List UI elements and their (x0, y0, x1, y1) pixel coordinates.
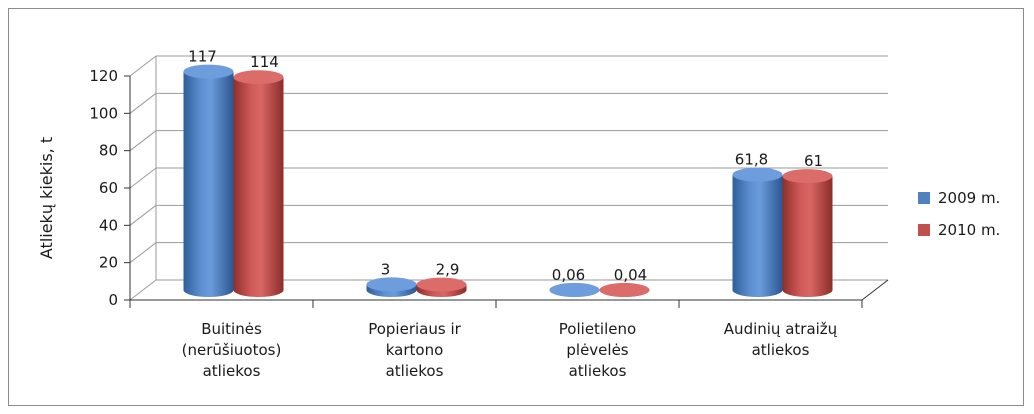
legend-swatch (918, 224, 930, 236)
y-tick-label: 0 (108, 291, 118, 309)
bar-top-2009m-2 (549, 282, 600, 297)
gridline-side (129, 167, 157, 189)
y-tick-label: 60 (99, 179, 118, 197)
gridline-side (129, 130, 157, 152)
data-label: 2,9 (436, 261, 460, 279)
y-tick-label: 20 (99, 254, 118, 272)
gridline-side (129, 242, 157, 264)
bar-top-2010m-2 (599, 282, 650, 297)
legend-label: 2010 m. (938, 221, 1000, 239)
data-label: 61,8 (735, 151, 768, 169)
bar-2009m-0 (183, 71, 234, 297)
bar-top-2010m-0 (233, 70, 284, 85)
bar-2010m-3 (782, 176, 833, 297)
y-tick-label: 40 (99, 216, 118, 234)
bar-top-2010m-1 (416, 277, 467, 292)
chart-frame (8, 8, 1024, 406)
bar-2010m-0 (233, 77, 284, 297)
data-label: 61 (804, 152, 823, 170)
gridline-side (129, 55, 157, 77)
gridline-side (129, 279, 157, 301)
y-axis-title: Atliekų kiekis, t (37, 137, 56, 259)
bar-2009m-3 (732, 174, 783, 297)
bar-top-2009m-0 (183, 64, 234, 79)
bar-top-2010m-3 (782, 169, 833, 184)
data-label: 114 (250, 53, 279, 71)
legend: 2009 m. 2010 m. (918, 189, 1000, 239)
gridline-side (129, 204, 157, 226)
data-label: 0,06 (552, 266, 585, 284)
bars (183, 64, 833, 297)
data-label: 117 (188, 48, 217, 66)
data-labels: 117 114 3 2,9 0,06 0,04 61,8 61 (188, 48, 823, 284)
floor-edge (861, 279, 889, 301)
y-tick-label: 80 (99, 142, 118, 160)
gridline-side (129, 92, 157, 114)
y-tick-label: 120 (89, 67, 118, 85)
x-tick-label: Popieriaus ir kartono atliekos (368, 320, 461, 380)
x-tick-label: Audinių atraižų atliekos (724, 320, 838, 359)
axes: 0 20 40 60 80 100 120 Buitinės (nerūšiuotos) atli… (89, 67, 889, 380)
x-tick-label: Polietileno plėvelės atliekos (559, 320, 636, 380)
data-label: 3 (381, 260, 391, 278)
bar-top-2009m-3 (732, 167, 783, 182)
x-tick-label: Buitinės (nerūšiuotos) atliekos (182, 320, 282, 380)
bar-top-2009m-1 (366, 277, 417, 292)
legend-label: 2009 m. (938, 189, 1000, 207)
legend-swatch (918, 192, 930, 204)
y-tick-label: 100 (89, 104, 118, 122)
data-label: 0,04 (614, 266, 647, 284)
